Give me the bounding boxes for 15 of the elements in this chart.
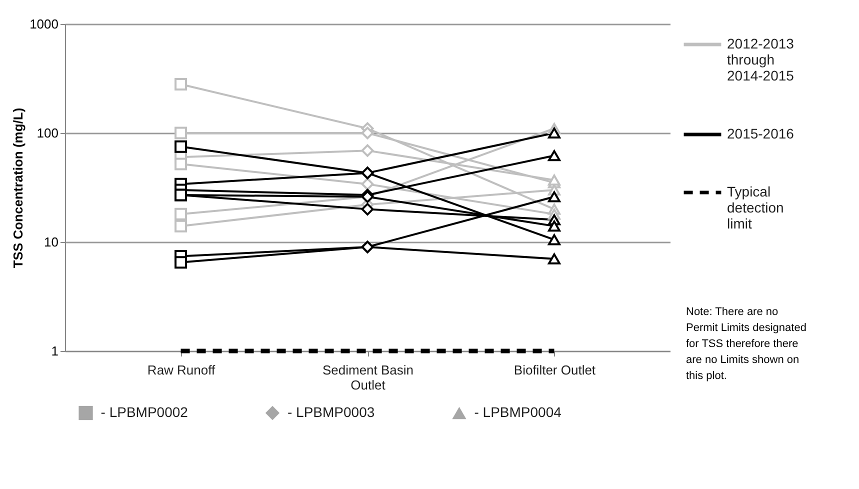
x-tick-label: Sediment Basin Outlet	[322, 362, 414, 392]
x-tick-label: Biofilter Outlet	[514, 362, 596, 378]
text: - LPBMP0004	[474, 404, 562, 420]
y-axis-title: TSS Concentration (mg/L)	[10, 108, 26, 268]
legend-label: Typical detection limit	[727, 184, 784, 232]
text: - LPBMP0002	[100, 404, 188, 420]
x-tick-label: Raw Runoff	[147, 362, 216, 378]
text: - LPBMP0003	[288, 404, 375, 420]
y-tick-label: 1000	[30, 16, 58, 32]
y-tick-label: 100	[36, 126, 58, 140]
legend-label: 2015-2016	[727, 126, 794, 142]
y-tick-label: 10	[44, 234, 58, 250]
text: Note: There are no Permit Limits designated for TSS therefore there are no Limits shown on this plot.	[686, 306, 806, 382]
legend-label: 2012-2013 through 2014-2015	[727, 36, 794, 84]
y-tick-label: 1	[51, 344, 58, 358]
